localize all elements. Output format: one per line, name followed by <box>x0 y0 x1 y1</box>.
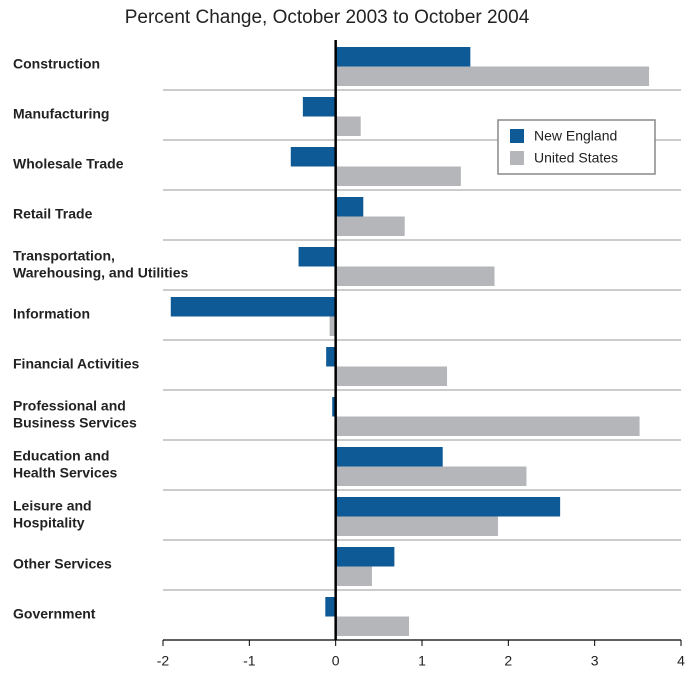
legend-box <box>497 119 656 175</box>
bar <box>335 547 395 567</box>
bar <box>335 47 471 67</box>
bar <box>298 247 336 267</box>
bar <box>335 116 361 136</box>
legend-swatch <box>510 151 524 165</box>
bar <box>335 616 410 636</box>
bar <box>335 416 640 436</box>
bar <box>326 347 336 367</box>
bar <box>335 497 561 517</box>
category-label: Information <box>13 306 90 322</box>
category-label: Wholesale Trade <box>13 156 124 172</box>
x-tick-label: 1 <box>418 653 426 669</box>
x-tick-label: 4 <box>677 653 685 669</box>
category-label: Manufacturing <box>13 106 109 122</box>
chart-title: Percent Change, October 2003 to October … <box>125 7 530 28</box>
bar <box>335 66 650 86</box>
x-tick-label: -2 <box>157 653 170 669</box>
bar <box>335 266 495 286</box>
x-tick-label: 3 <box>591 653 599 669</box>
x-tick-label: -1 <box>243 653 256 669</box>
bar <box>335 166 461 186</box>
legend-label: United States <box>534 150 618 166</box>
bar <box>329 316 336 336</box>
bar <box>290 147 336 167</box>
bar <box>335 516 498 536</box>
bar <box>325 597 336 617</box>
legend-swatch <box>510 129 524 143</box>
category-label: Government <box>13 606 96 622</box>
category-label: Leisure and Hospitality <box>13 497 92 530</box>
bar <box>332 397 336 417</box>
legend-label: New England <box>534 128 617 144</box>
bar <box>335 447 443 467</box>
category-label: Transportation, Warehousing, and Utilitie… <box>13 247 188 280</box>
bar <box>335 366 448 386</box>
x-tick-label: 0 <box>332 653 340 669</box>
category-label: Financial Activities <box>13 356 140 372</box>
bar <box>335 566 372 586</box>
category-label: Retail Trade <box>13 206 93 222</box>
bar <box>170 297 336 317</box>
category-label: Education and Health Services <box>13 447 117 480</box>
category-label: Other Services <box>13 556 112 572</box>
bar <box>335 216 405 236</box>
category-label: Professional and Business Services <box>13 397 137 430</box>
bar <box>335 197 364 217</box>
category-label: Construction <box>13 56 100 72</box>
bar <box>302 97 336 117</box>
bar <box>335 466 527 486</box>
x-tick-label: 2 <box>504 653 512 669</box>
